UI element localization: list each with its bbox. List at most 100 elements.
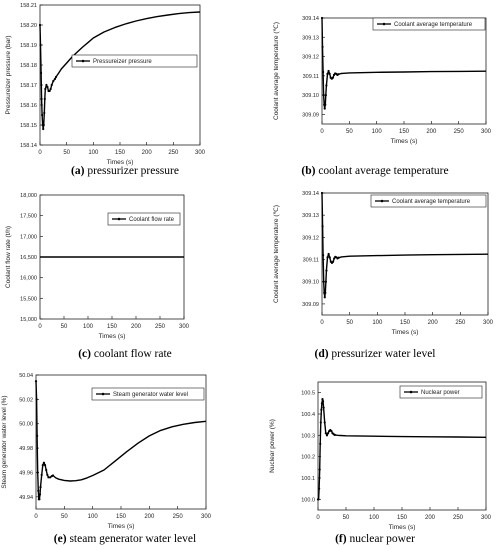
- x-tick-label: 200: [144, 514, 155, 520]
- y-tick-label: 309.12: [302, 235, 319, 241]
- x-tick-label: 200: [428, 320, 439, 326]
- data-point: [321, 225, 324, 228]
- y-tick-label: 49.94: [19, 495, 33, 501]
- caption-d: (d) pressurizer water level: [250, 348, 500, 360]
- y-tick-label: 16,000: [20, 276, 37, 282]
- caption-f: (f) nuclear power: [250, 533, 500, 545]
- y-tick-label: 50.02: [19, 397, 33, 403]
- y-axis-label: Nuclear power (%): [269, 419, 276, 473]
- x-tick-label: 150: [397, 515, 408, 521]
- data-point: [48, 89, 51, 93]
- y-tick-label: 309.10: [302, 280, 319, 286]
- legend-label: Pressureizer pressure: [93, 59, 152, 65]
- data-point: [321, 400, 325, 403]
- data-point: [331, 260, 335, 263]
- x-tick-label: 100: [372, 320, 383, 326]
- data-point: [323, 107, 326, 110]
- data-point: [35, 398, 38, 401]
- x-tick-label: 0: [320, 320, 324, 326]
- data-point: [327, 69, 330, 73]
- legend-marker: [380, 199, 384, 203]
- y-axis-label: Coolant flow rate (t/h): [5, 226, 12, 288]
- data-point: [326, 432, 330, 435]
- y-tick-label: 309.14: [302, 16, 319, 22]
- series-line: [321, 17, 487, 110]
- data-point: [323, 421, 326, 424]
- x-tick-label: 150: [399, 129, 410, 135]
- legend-label: Coolant average temperature: [394, 22, 473, 28]
- data-point: [325, 434, 329, 437]
- y-axis-label: Coolant average temperature (℃): [273, 22, 280, 120]
- x-axis-label: Times (s): [392, 329, 419, 336]
- y-axis-label: Steam generator water level (%): [1, 395, 8, 488]
- data-point: [42, 461, 46, 464]
- x-tick-label: 300: [481, 129, 492, 135]
- data-point: [54, 75, 58, 79]
- x-axis-label: Times (s): [99, 333, 126, 340]
- x-tick-label: 300: [481, 515, 492, 521]
- y-axis-label: Coolant average temperature (℃): [273, 205, 280, 303]
- data-point: [40, 97, 43, 101]
- caption-text-d: pressurizer water level: [331, 348, 436, 360]
- x-tick-label: 250: [454, 129, 465, 135]
- data-point: [324, 291, 327, 294]
- chart-panel-b: 0 50 100 150 200 250 300 309.09 309.10 309.11 309.…: [250, 0, 500, 180]
- x-tick-label: 250: [155, 324, 166, 330]
- data-point: [320, 191, 324, 195]
- y-tick-label: 158.16: [20, 103, 37, 109]
- series-line: [39, 11, 201, 130]
- y-tick-label: 100.0: [301, 497, 315, 503]
- data-point: [52, 79, 55, 83]
- data-point: [44, 87, 47, 91]
- data-point: [50, 83, 53, 87]
- y-axis-label: Pressureizer pressure (bar): [5, 35, 12, 114]
- x-axis-label: Times (s): [391, 138, 418, 145]
- data-point: [51, 474, 55, 477]
- legend-box: [107, 212, 181, 226]
- data-point: [36, 434, 39, 438]
- data-point: [330, 429, 333, 433]
- chart-c: 0 50 100 150 200 250 300 15,000 15,500 16,000 16,5…: [5, 193, 190, 340]
- data-point: [322, 406, 325, 409]
- x-tick-label: 250: [173, 514, 184, 520]
- x-tick-label: 0: [38, 324, 42, 330]
- data-point: [318, 487, 321, 490]
- data-point: [49, 87, 52, 91]
- data-point: [43, 97, 46, 101]
- y-tick-label: 158.17: [20, 83, 37, 89]
- data-point: [328, 72, 331, 75]
- y-tick-label: 17,500: [20, 214, 37, 220]
- data-point: [45, 83, 48, 87]
- y-tick-label: 100.3: [301, 433, 315, 439]
- x-tick-label: 50: [346, 129, 353, 135]
- data-point: [320, 16, 324, 20]
- y-tick-label: 17,000: [20, 234, 37, 240]
- data-point: [318, 468, 321, 471]
- data-point: [319, 442, 322, 445]
- chart-e: 0 50 100 150 200 250 300 49.94 49.96 49.98 50.00 50…: [1, 373, 212, 530]
- chart-d: 0 50 100 150 200 250 300 309.09 309.10 309.11 309.…: [273, 191, 494, 336]
- data-point: [319, 421, 322, 424]
- data-point: [41, 113, 44, 117]
- data-point: [331, 76, 335, 79]
- data-point: [39, 71, 43, 75]
- legend-marker: [382, 22, 386, 26]
- y-tick-label: 15,000: [20, 317, 37, 323]
- x-tick-label: 0: [316, 515, 320, 521]
- series-line: [317, 398, 487, 501]
- y-tick-label: 158.15: [20, 123, 37, 129]
- data-point: [41, 464, 44, 467]
- data-point: [321, 45, 324, 49]
- data-point: [322, 280, 325, 283]
- legend-marker: [101, 392, 105, 396]
- legend-label: Coolant flow rate: [129, 217, 175, 223]
- x-axis-label: Times (s): [108, 523, 135, 530]
- chart-panel-c: 0 50 100 150 200 250 300 15,000 15,500 16,000 16,5…: [0, 185, 250, 365]
- y-tick-label: 158.21: [20, 3, 37, 9]
- data-point: [37, 489, 40, 492]
- x-tick-label: 0: [38, 150, 42, 156]
- data-point: [324, 93, 327, 97]
- data-point: [327, 252, 330, 256]
- x-tick-label: 300: [195, 150, 206, 156]
- data-point: [34, 379, 38, 383]
